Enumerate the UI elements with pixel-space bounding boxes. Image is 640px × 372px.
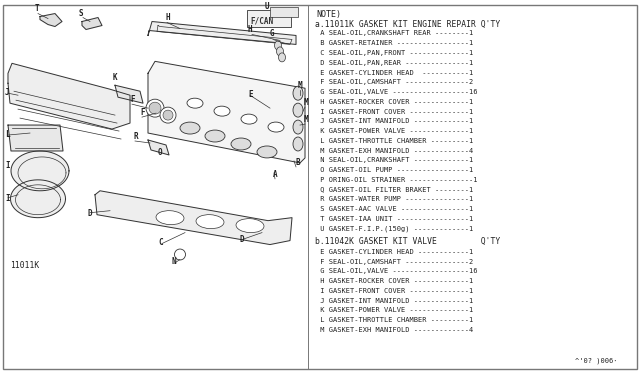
Text: b.11042K GASKET KIT VALVE         Q'TY: b.11042K GASKET KIT VALVE Q'TY (315, 237, 500, 246)
Text: K: K (113, 73, 118, 82)
Polygon shape (148, 22, 296, 44)
Text: S GASKET-AAC VALVE ----------------1: S GASKET-AAC VALVE ----------------1 (316, 206, 473, 212)
Text: O: O (158, 148, 163, 157)
Text: L: L (5, 130, 10, 139)
Text: A: A (273, 170, 278, 179)
Text: B GASKET-RETAINER -----------------1: B GASKET-RETAINER -----------------1 (316, 40, 473, 46)
Text: ^'0? )006·: ^'0? )006· (575, 357, 618, 364)
Polygon shape (10, 180, 65, 218)
Text: NOTE): NOTE) (316, 10, 341, 19)
Text: F/CAN: F/CAN (250, 16, 273, 26)
Text: J GASKET-INT MANIFOLD -------------1: J GASKET-INT MANIFOLD -------------1 (316, 118, 473, 124)
Text: U GASKET-F.I.P.(150g) -------------1: U GASKET-F.I.P.(150g) -------------1 (316, 226, 473, 232)
Text: J: J (5, 88, 10, 97)
Text: F: F (140, 108, 145, 117)
Ellipse shape (214, 106, 230, 116)
Text: I: I (5, 161, 10, 170)
Ellipse shape (257, 146, 277, 158)
Text: H GASKET-ROCKER COVER -------------1: H GASKET-ROCKER COVER -------------1 (316, 99, 473, 105)
Polygon shape (18, 157, 66, 189)
Polygon shape (82, 17, 102, 29)
Polygon shape (8, 125, 63, 151)
Polygon shape (8, 63, 130, 129)
Text: M: M (298, 81, 303, 90)
Text: L GASKET-THROTTLE CHAMBER ---------1: L GASKET-THROTTLE CHAMBER ---------1 (316, 317, 473, 323)
Ellipse shape (241, 114, 257, 124)
Text: T: T (35, 4, 40, 13)
Text: A SEAL-OIL,CRANKSHAFT REAR --------1: A SEAL-OIL,CRANKSHAFT REAR --------1 (316, 31, 473, 36)
Text: N: N (172, 257, 177, 266)
Circle shape (149, 102, 161, 114)
Text: I GASKET-FRONT COVER --------------1: I GASKET-FRONT COVER --------------1 (316, 288, 473, 294)
Ellipse shape (278, 53, 285, 62)
Circle shape (175, 249, 186, 260)
Text: D: D (88, 209, 93, 218)
Text: R: R (133, 132, 138, 141)
Text: U: U (265, 1, 269, 10)
Text: a.11011K GASKET KIT ENGINE REPAIR Q'TY: a.11011K GASKET KIT ENGINE REPAIR Q'TY (315, 20, 500, 29)
Text: D SEAL-OIL,PAN,REAR ---------------1: D SEAL-OIL,PAN,REAR ---------------1 (316, 60, 473, 66)
Text: K GASKET-POWER VALVE --------------1: K GASKET-POWER VALVE --------------1 (316, 128, 473, 134)
Text: C: C (158, 238, 163, 247)
Polygon shape (148, 61, 305, 163)
Ellipse shape (236, 219, 264, 232)
Text: H: H (165, 13, 170, 22)
Polygon shape (115, 85, 143, 103)
Text: I GASKET-FRONT COVER --------------1: I GASKET-FRONT COVER --------------1 (316, 109, 473, 115)
Text: H: H (248, 25, 253, 35)
Ellipse shape (205, 130, 225, 142)
Text: M GASKET-EXH MANIFOLD -------------4: M GASKET-EXH MANIFOLD -------------4 (316, 148, 473, 154)
Polygon shape (95, 191, 292, 244)
Text: G SEAL-OIL,VALVE ------------------16: G SEAL-OIL,VALVE ------------------16 (316, 268, 477, 275)
Text: J GASKET-INT MANIFOLD -------------1: J GASKET-INT MANIFOLD -------------1 (316, 298, 473, 304)
Ellipse shape (180, 122, 200, 134)
Text: M GASKET-EXH MANIFOLD -------------4: M GASKET-EXH MANIFOLD -------------4 (316, 327, 473, 333)
Text: B: B (295, 158, 300, 167)
Circle shape (146, 99, 164, 117)
Bar (270, 7, 298, 16)
Ellipse shape (293, 120, 303, 134)
Bar (247, 10, 291, 26)
Ellipse shape (187, 98, 203, 108)
Text: N SEAL-OIL,CRANKSHAFT -------------1: N SEAL-OIL,CRANKSHAFT -------------1 (316, 157, 473, 163)
Ellipse shape (156, 211, 184, 225)
Text: F: F (130, 95, 134, 104)
Text: E: E (248, 90, 253, 99)
Text: T GASKET-IAA UNIT -----------------1: T GASKET-IAA UNIT -----------------1 (316, 216, 473, 222)
Text: Q GASKET-OIL FILTER BRAKET --------1: Q GASKET-OIL FILTER BRAKET --------1 (316, 187, 473, 193)
Polygon shape (15, 185, 61, 215)
Text: C SEAL-OIL,PAN,FRONT --------------1: C SEAL-OIL,PAN,FRONT --------------1 (316, 50, 473, 56)
Polygon shape (11, 151, 69, 191)
Text: E GASKET-CYLINDER HEAD  -----------1: E GASKET-CYLINDER HEAD -----------1 (316, 70, 473, 76)
Ellipse shape (231, 138, 251, 150)
Polygon shape (148, 140, 169, 155)
Circle shape (160, 107, 176, 123)
Text: I: I (5, 194, 10, 203)
Text: R GASKET-WATER PUMP ---------------1: R GASKET-WATER PUMP ---------------1 (316, 196, 473, 202)
Ellipse shape (196, 215, 224, 229)
Text: 11011K: 11011K (10, 262, 39, 270)
Text: F SEAL-OIL,CAMSHAFT ---------------2: F SEAL-OIL,CAMSHAFT ---------------2 (316, 79, 473, 85)
Circle shape (163, 110, 173, 120)
Ellipse shape (268, 122, 284, 132)
Text: O GASKET-OIL PUMP -----------------1: O GASKET-OIL PUMP -----------------1 (316, 167, 473, 173)
Text: L GASKET-THROTTLE CHAMBER ---------1: L GASKET-THROTTLE CHAMBER ---------1 (316, 138, 473, 144)
Text: S: S (79, 9, 84, 17)
Text: H GASKET-ROCKER COVER -------------1: H GASKET-ROCKER COVER -------------1 (316, 278, 473, 284)
Text: M: M (304, 115, 308, 124)
Polygon shape (40, 13, 62, 26)
Text: K GASKET-POWER VALVE --------------1: K GASKET-POWER VALVE --------------1 (316, 307, 473, 313)
Ellipse shape (276, 47, 284, 56)
Text: P ORING-OIL STRAINER ---------------1: P ORING-OIL STRAINER ---------------1 (316, 177, 477, 183)
Ellipse shape (293, 86, 303, 100)
Text: G: G (270, 29, 275, 38)
Text: F SEAL-OIL,CAMSHAFT ---------------2: F SEAL-OIL,CAMSHAFT ---------------2 (316, 259, 473, 264)
Ellipse shape (275, 41, 282, 50)
Text: M: M (304, 98, 308, 107)
Text: G SEAL-OIL,VALVE ------------------16: G SEAL-OIL,VALVE ------------------16 (316, 89, 477, 95)
Text: E GASKET-CYLINDER HEAD ------------1: E GASKET-CYLINDER HEAD ------------1 (316, 249, 473, 255)
Text: D: D (240, 235, 244, 244)
Ellipse shape (293, 137, 303, 151)
Ellipse shape (293, 103, 303, 117)
